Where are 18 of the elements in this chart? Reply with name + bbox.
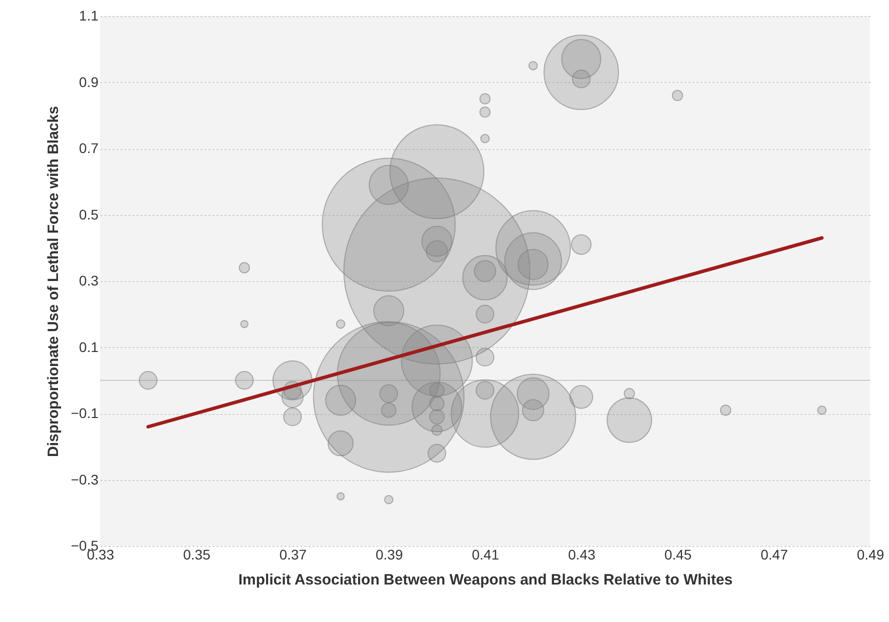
y-tick-label: 0.7 xyxy=(79,140,99,156)
y-axis-title: Disproportionate Use of Lethal Force with Blacks xyxy=(44,106,62,457)
y-tick-label: 0.3 xyxy=(79,272,99,288)
y-tick-label: 1.1 xyxy=(79,8,99,24)
x-tick-label: 0.49 xyxy=(856,546,884,562)
y-tick-label: 0.1 xyxy=(79,338,99,355)
x-tick-label: 0.41 xyxy=(472,546,500,562)
y-tick-label: 0.5 xyxy=(79,206,99,222)
x-tick-label: 0.35 xyxy=(183,546,211,562)
y-tick-label: −0.3 xyxy=(70,471,99,488)
x-tick-label: 0.43 xyxy=(568,546,596,562)
x-tick-label: 0.39 xyxy=(376,546,404,562)
x-tick-label: 0.37 xyxy=(279,546,307,562)
x-tick-label: 0.47 xyxy=(760,546,788,562)
x-axis-title: Implicit Association Between Weapons and Blacks Relative to Whites xyxy=(238,572,733,588)
x-tick-label: 0.45 xyxy=(664,546,692,562)
y-tick-label: 0.9 xyxy=(79,74,99,90)
y-tick-label: −0.1 xyxy=(70,405,99,421)
